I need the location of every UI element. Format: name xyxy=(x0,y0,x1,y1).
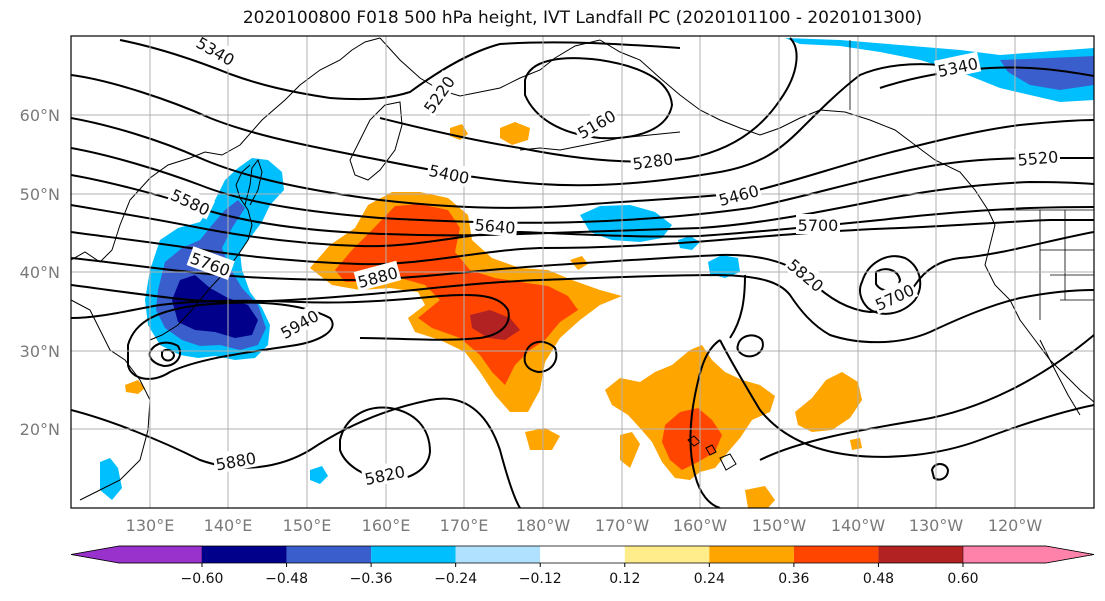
contour-label: 5700 xyxy=(798,216,839,235)
negative-anomaly-japan-core xyxy=(172,275,258,338)
lon-tick-label: 160°W xyxy=(673,516,728,535)
lon-tick-label: 170°E xyxy=(440,516,489,535)
colorbar-label: 0.36 xyxy=(778,571,809,587)
colorbar-label: 0.60 xyxy=(947,571,978,587)
contour-5880-east xyxy=(689,274,1094,508)
lon-tick-label: 160°E xyxy=(362,516,411,535)
contour-5400 xyxy=(71,63,961,187)
contour-5520 xyxy=(71,147,1094,224)
contour-5700-closed xyxy=(859,255,922,315)
lon-tick-label: 130°E xyxy=(126,516,175,535)
coastline-aleutians xyxy=(519,131,681,151)
colorbar-outline xyxy=(70,545,1095,564)
contour-5940-core xyxy=(161,348,176,362)
coastline-sakhalin xyxy=(244,158,263,206)
lon-tick-label: 130°W xyxy=(909,516,964,535)
negative-anomaly-north-america xyxy=(785,38,1094,102)
colorbar-label: −0.36 xyxy=(350,571,393,587)
colorbar-label: 0.12 xyxy=(609,571,640,587)
lat-tick-label: 30°N xyxy=(20,342,60,361)
coastline-alaska xyxy=(599,39,996,226)
coastline-asia xyxy=(71,37,381,263)
lon-tick-label: 140°E xyxy=(204,516,253,535)
colorbar-label: 0.24 xyxy=(694,571,725,587)
contour-5880-north xyxy=(71,293,510,341)
contour-5940-inner xyxy=(148,341,182,368)
height-contours xyxy=(71,37,1094,508)
colorbar-segment xyxy=(793,546,879,563)
positive-anomaly-small-4 xyxy=(125,380,145,394)
negative-anomaly-kamchatka xyxy=(580,205,672,242)
contour-label: 5520 xyxy=(1017,147,1059,169)
lat-tick-label: 40°N xyxy=(20,263,60,282)
coastline-na-west xyxy=(984,224,1094,403)
colorbar-segment xyxy=(624,546,710,563)
lon-tick-label: 120°W xyxy=(988,516,1043,535)
border-canada-us xyxy=(849,40,1094,320)
contour-5160-closed xyxy=(524,57,674,140)
contour-5340-east xyxy=(879,66,1094,89)
colorbar-segments xyxy=(70,545,1095,564)
colorbar-label: −0.24 xyxy=(434,571,477,587)
negative-anomaly-na-dark xyxy=(1000,56,1094,90)
lon-tick-label: 170°W xyxy=(595,516,650,535)
contour-5880-small-1 xyxy=(523,340,558,374)
longitude-labels: 130°E 140°E 150°E 160°E 170°E 180°W 170°… xyxy=(126,516,1043,535)
colorbar-segment xyxy=(202,546,287,563)
positive-anomaly-central-pacific-core xyxy=(470,310,520,340)
contour-5760 xyxy=(71,231,1094,314)
positive-anomaly-small-2 xyxy=(500,122,530,145)
lon-tick-label: 180°W xyxy=(516,516,571,535)
contour-5640 xyxy=(71,204,1094,248)
lon-tick-label: 150°W xyxy=(752,516,807,535)
colorbar-segment xyxy=(962,545,1095,564)
colorbar-labels: −0.60 −0.48 −0.36 −0.24 −0.12 0.12 0.24 0.36 0.4… xyxy=(181,563,979,587)
colorbar-label: 0.48 xyxy=(863,571,894,587)
colorbar-segment xyxy=(455,546,541,563)
colorbar-segment xyxy=(286,546,372,563)
negative-anomaly-small-2 xyxy=(100,458,122,500)
colorbar: −0.60 −0.48 −0.36 −0.24 −0.12 0.12 0.24 0.36 0.4… xyxy=(70,545,1095,587)
positive-anomaly-small-7 xyxy=(620,432,640,468)
colorbar-segment xyxy=(371,546,456,563)
lat-tick-label: 50°N xyxy=(20,185,60,204)
contour-5460 xyxy=(71,117,1094,209)
map-title: 2020100800 F018 500 hPa height, IVT Land… xyxy=(242,8,923,28)
contour-5580 xyxy=(71,174,1094,237)
contour-5700-inner xyxy=(875,268,902,292)
coastline-asia-2 xyxy=(71,299,151,501)
positive-anomaly-small-8 xyxy=(850,438,862,450)
contour-label: 5640 xyxy=(474,215,516,237)
lat-tick-label: 20°N xyxy=(20,420,60,439)
contour-labels: 5340 5220 5160 5280 5400 5460 5520 5340 … xyxy=(166,36,1061,489)
positive-anomaly-small-5 xyxy=(745,486,775,508)
coastlines xyxy=(71,37,1094,501)
contour-5880-small-2 xyxy=(736,334,764,358)
positive-anomaly-east xyxy=(795,372,862,432)
colorbar-label: −0.60 xyxy=(181,571,224,587)
map-frame xyxy=(70,35,1095,509)
lat-tick-label: 60°N xyxy=(20,106,60,125)
contour-5340-west xyxy=(119,39,331,99)
coastline-baja xyxy=(1039,339,1081,416)
negative-anomaly-small-3 xyxy=(310,466,328,484)
contour-5700 xyxy=(71,219,1094,266)
contour-5220 xyxy=(329,41,681,101)
colorbar-segment xyxy=(878,546,963,563)
lon-tick-label: 140°W xyxy=(831,516,886,535)
colorbar-segment xyxy=(709,546,794,563)
ivt-shading xyxy=(100,38,1094,508)
graticule xyxy=(71,36,1094,508)
contour-5940 xyxy=(127,301,334,380)
colorbar-label: −0.48 xyxy=(265,571,308,587)
positive-anomaly-subtropical-red xyxy=(662,408,722,470)
colorbar-segment xyxy=(70,545,203,564)
colorbar-segment xyxy=(540,546,625,563)
lon-tick-label: 150°E xyxy=(283,516,332,535)
contour-5820-east-south xyxy=(759,334,1094,461)
coastline-chukotka xyxy=(379,37,601,97)
latitude-labels: 60°N 50°N 40°N 30°N 20°N xyxy=(20,106,60,439)
colorbar-label: −0.12 xyxy=(519,571,562,587)
